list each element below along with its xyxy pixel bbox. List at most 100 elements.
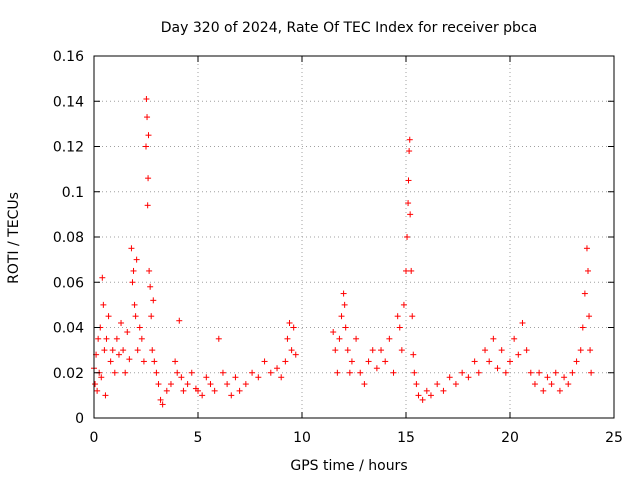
data-point xyxy=(361,381,368,388)
data-point xyxy=(471,358,478,365)
data-point xyxy=(290,324,297,331)
x-axis-label: GPS time / hours xyxy=(290,458,407,474)
y-tick-label: 0.04 xyxy=(53,321,84,337)
data-point xyxy=(407,211,414,218)
y-tick-label: 0 xyxy=(75,411,84,427)
data-point xyxy=(130,267,137,274)
data-point xyxy=(219,369,226,376)
data-point xyxy=(338,313,345,320)
data-point xyxy=(128,245,135,252)
data-point xyxy=(378,347,385,354)
data-point xyxy=(195,387,201,394)
data-point xyxy=(282,358,289,365)
data-point xyxy=(138,335,145,342)
data-point xyxy=(330,329,337,336)
data-point xyxy=(465,374,472,381)
data-point xyxy=(167,381,174,388)
data-point xyxy=(107,358,114,365)
data-point xyxy=(579,324,586,331)
data-point xyxy=(583,245,590,252)
data-point xyxy=(174,369,181,376)
y-tick-label: 0.12 xyxy=(53,140,84,156)
data-point xyxy=(267,369,274,376)
data-point xyxy=(556,387,563,394)
x-tick-label: 0 xyxy=(90,430,99,446)
x-tick-label: 25 xyxy=(605,430,623,446)
data-point xyxy=(286,319,293,326)
data-point xyxy=(249,369,256,376)
y-axis-ticks: 0 0.02 0.04 0.06 0.08 0.1 0.12 0.14 0.16 xyxy=(53,49,614,427)
data-point xyxy=(132,313,139,320)
data-point xyxy=(148,313,155,320)
data-point xyxy=(519,319,526,326)
data-point xyxy=(423,387,430,394)
data-point xyxy=(515,351,522,358)
data-point xyxy=(126,356,133,363)
data-point xyxy=(346,369,353,376)
data-point xyxy=(507,358,513,365)
data-point xyxy=(178,374,185,381)
data-points xyxy=(91,95,595,408)
data-point xyxy=(109,347,116,354)
data-point xyxy=(340,290,347,297)
data-point xyxy=(203,374,210,381)
data-point xyxy=(149,347,156,354)
data-point xyxy=(131,301,138,308)
data-point xyxy=(94,387,101,394)
data-point xyxy=(548,381,555,388)
data-point xyxy=(434,381,441,388)
data-point xyxy=(215,335,222,342)
data-point xyxy=(419,396,426,403)
data-point xyxy=(157,396,164,403)
data-point xyxy=(410,351,417,358)
data-point xyxy=(405,200,412,207)
data-point xyxy=(118,319,125,326)
data-point xyxy=(394,313,401,320)
data-point xyxy=(211,387,218,394)
data-point xyxy=(113,335,120,342)
data-point xyxy=(172,358,179,365)
data-point xyxy=(342,324,349,331)
data-point xyxy=(115,351,122,358)
data-point xyxy=(404,234,411,240)
data-point xyxy=(98,374,105,381)
data-point xyxy=(482,347,489,354)
data-point xyxy=(101,347,108,354)
data-point xyxy=(581,290,588,297)
data-point xyxy=(446,374,453,381)
data-point xyxy=(122,369,129,376)
data-point xyxy=(95,335,102,342)
data-point xyxy=(577,347,584,354)
data-point xyxy=(111,369,118,376)
data-point xyxy=(475,369,482,376)
data-point xyxy=(188,369,195,376)
data-point xyxy=(145,175,152,182)
data-point xyxy=(153,369,160,376)
data-point xyxy=(341,301,348,308)
data-point xyxy=(353,335,360,342)
data-point xyxy=(382,358,389,365)
data-point xyxy=(396,324,403,331)
data-point xyxy=(334,369,341,376)
data-point xyxy=(415,392,422,399)
data-point xyxy=(390,369,397,376)
chart-title: Day 320 of 2024, Rate Of TEC Index for r… xyxy=(161,20,537,36)
data-point xyxy=(232,374,239,381)
y-axis-label: ROTI / TECUs xyxy=(6,192,22,284)
y-tick-label: 0.08 xyxy=(53,230,84,246)
data-point xyxy=(151,358,158,365)
data-point xyxy=(490,335,497,342)
data-point xyxy=(144,114,151,121)
x-tick-label: 5 xyxy=(194,430,203,446)
y-tick-label: 0.06 xyxy=(53,275,84,291)
data-point xyxy=(155,381,162,388)
data-point xyxy=(569,369,576,376)
data-point xyxy=(288,347,295,354)
data-point xyxy=(373,365,380,372)
y-tick-label: 0.16 xyxy=(53,49,84,65)
data-point xyxy=(124,329,131,336)
data-point xyxy=(440,387,447,394)
data-point xyxy=(544,374,551,381)
data-point xyxy=(357,369,364,376)
data-point xyxy=(552,369,559,376)
